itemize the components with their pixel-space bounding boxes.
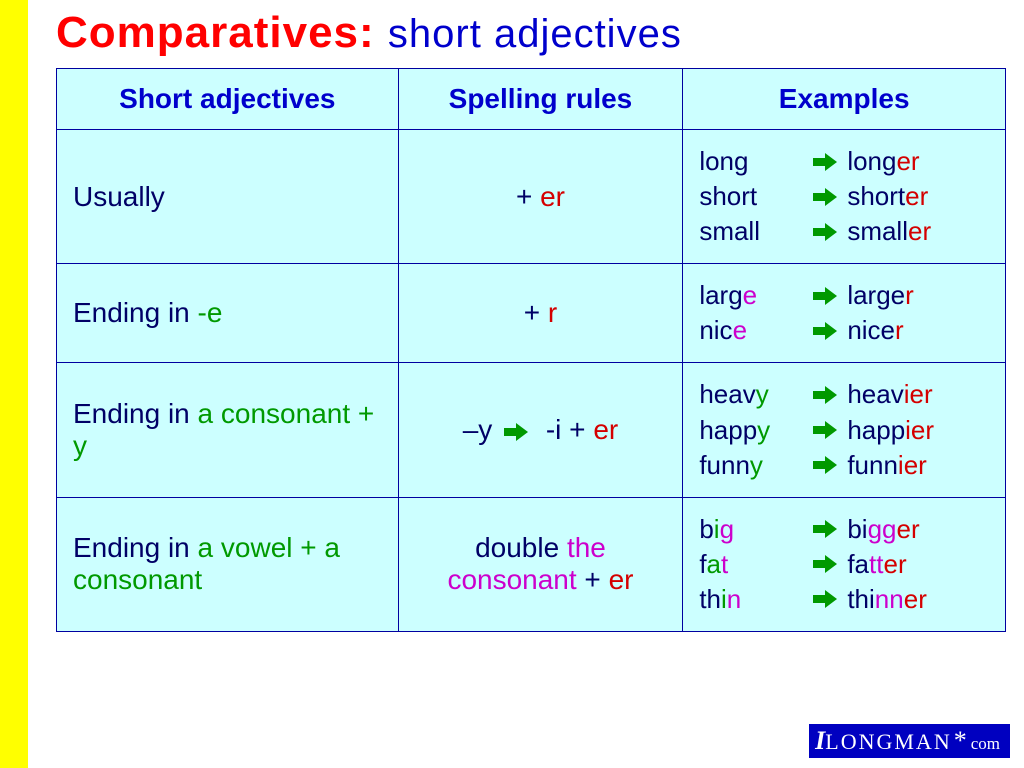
example-row: large larger bbox=[699, 278, 989, 313]
logo-dom: com bbox=[971, 734, 1000, 753]
example-result: bigger bbox=[847, 512, 919, 547]
cell-rule: –y -i + er bbox=[398, 363, 683, 497]
table-row: Usually+ erlonglongershortshortersmallsm… bbox=[57, 130, 1006, 264]
footer: ILONGMAN*com bbox=[807, 722, 1012, 760]
table-header: Short adjectives Spelling rules Examples bbox=[57, 69, 1006, 130]
example-result: heavier bbox=[847, 377, 932, 412]
logo-i: I bbox=[815, 726, 825, 755]
example-base: large bbox=[699, 278, 809, 313]
example-result: thinner bbox=[847, 582, 927, 617]
cell-rule: + er bbox=[398, 130, 683, 264]
th-adjectives: Short adjectives bbox=[57, 69, 399, 130]
arrow-icon bbox=[813, 555, 837, 573]
arrow-icon bbox=[813, 322, 837, 340]
cell-adjective: Ending in a consonant + y bbox=[57, 363, 399, 497]
title-sub: short adjectives bbox=[388, 12, 682, 56]
table-row: Ending in -e+ r large larger nice nicer bbox=[57, 264, 1006, 363]
arrow-icon bbox=[813, 520, 837, 538]
example-row: long longer bbox=[699, 144, 989, 179]
arrow-icon bbox=[813, 386, 837, 404]
example-row: happy happier bbox=[699, 413, 989, 448]
example-result: happier bbox=[847, 413, 934, 448]
example-base: nice bbox=[699, 313, 809, 348]
logo: ILONGMAN*com bbox=[807, 722, 1012, 760]
example-base: short bbox=[699, 179, 809, 214]
example-result: longer bbox=[847, 144, 919, 179]
example-result: funnier bbox=[847, 448, 927, 483]
example-result: larger bbox=[847, 278, 914, 313]
logo-main: LONGMAN bbox=[825, 729, 951, 754]
arrow-icon bbox=[813, 287, 837, 305]
example-row: heavy heavier bbox=[699, 377, 989, 412]
arrow-icon bbox=[813, 153, 837, 171]
slide-content: Comparatives: short adjectives Short adj… bbox=[28, 0, 1024, 768]
cell-examples: long longer short shorter small smaller bbox=[683, 130, 1006, 264]
example-result: shorter bbox=[847, 179, 928, 214]
example-row: nice nicer bbox=[699, 313, 989, 348]
example-base: fat bbox=[699, 547, 809, 582]
example-base: small bbox=[699, 214, 809, 249]
example-result: fatter bbox=[847, 547, 906, 582]
cell-examples: big bigger fat fatter thin thinner bbox=[683, 497, 1006, 631]
rules-table: Short adjectives Spelling rules Examples… bbox=[56, 68, 1006, 632]
example-row: small smaller bbox=[699, 214, 989, 249]
logo-sep: * bbox=[954, 726, 967, 755]
arrow-icon bbox=[813, 456, 837, 474]
table-row: Ending in a consonant + y–y -i + er heavy… bbox=[57, 363, 1006, 497]
accent-bar bbox=[0, 0, 28, 768]
cell-adjective: Ending in -e bbox=[57, 264, 399, 363]
title-main: Comparatives: bbox=[56, 8, 375, 57]
cell-rule: + r bbox=[398, 264, 683, 363]
arrow-icon bbox=[813, 421, 837, 439]
arrow-icon bbox=[813, 590, 837, 608]
example-row: big bigger bbox=[699, 512, 989, 547]
arrow-icon bbox=[813, 223, 837, 241]
th-rules: Spelling rules bbox=[398, 69, 683, 130]
example-base: thin bbox=[699, 582, 809, 617]
example-row: thin thinner bbox=[699, 582, 989, 617]
example-result: smaller bbox=[847, 214, 931, 249]
th-examples: Examples bbox=[683, 69, 1006, 130]
page-title: Comparatives: short adjectives bbox=[56, 8, 1006, 58]
cell-adjective: Usually bbox=[57, 130, 399, 264]
arrow-icon bbox=[504, 423, 528, 441]
example-result: nicer bbox=[847, 313, 903, 348]
arrow-icon bbox=[813, 188, 837, 206]
example-base: long bbox=[699, 144, 809, 179]
example-base: heavy bbox=[699, 377, 809, 412]
cell-examples: large larger nice nicer bbox=[683, 264, 1006, 363]
example-row: short shorter bbox=[699, 179, 989, 214]
example-base: funny bbox=[699, 448, 809, 483]
example-row: funny funnier bbox=[699, 448, 989, 483]
example-base: happy bbox=[699, 413, 809, 448]
cell-rule: double the consonant + er bbox=[398, 497, 683, 631]
table-body: Usually+ erlonglongershortshortersmallsm… bbox=[57, 130, 1006, 632]
example-row: fat fatter bbox=[699, 547, 989, 582]
example-base: big bbox=[699, 512, 809, 547]
cell-adjective: Ending in a vowel + a consonant bbox=[57, 497, 399, 631]
table-row: Ending in a vowel + a consonantdouble th… bbox=[57, 497, 1006, 631]
cell-examples: heavy heavier happy happier funny funnier bbox=[683, 363, 1006, 497]
